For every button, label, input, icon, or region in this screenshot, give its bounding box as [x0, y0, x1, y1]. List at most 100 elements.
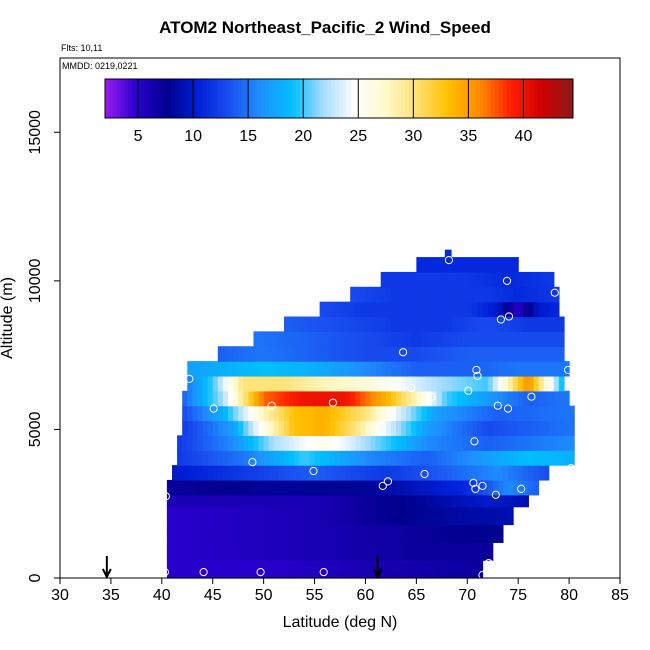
heatmap-cell: [449, 249, 452, 258]
heatmap-cell: [253, 375, 260, 392]
heatmap-cell: [278, 450, 285, 466]
heatmap-cell: [406, 542, 412, 561]
heatmap-cell: [487, 479, 494, 496]
observation-point: [550, 288, 559, 297]
heatmap-cell: [187, 435, 193, 451]
heatmap-cell: [406, 301, 412, 318]
heatmap-cell: [513, 301, 519, 318]
heatmap-cell: [441, 390, 448, 407]
heatmap-cell: [487, 375, 494, 392]
heatmap-cell: [508, 506, 514, 526]
heatmap-cell: [396, 560, 402, 579]
heatmap-cell: [329, 465, 336, 481]
colorbar-segment: [358, 79, 363, 118]
heatmap-cell: [446, 479, 453, 496]
heatmap-cell: [441, 506, 448, 526]
heatmap-cell: [268, 542, 275, 561]
colorbar-segment: [144, 79, 149, 118]
observation-point: [484, 559, 493, 568]
colorbar-tick-label: 40: [515, 128, 533, 145]
colorbar-segment: [194, 79, 200, 118]
colorbar-segment: [175, 79, 180, 118]
heatmap-cell: [462, 331, 468, 347]
heatmap-cell: [207, 405, 214, 422]
heatmap-cell: [207, 506, 214, 526]
heatmap-cell: [492, 346, 499, 362]
heatmap-cell: [472, 506, 479, 526]
heatmap-cell: [497, 450, 504, 466]
heatmap-cell: [446, 524, 453, 543]
heatmap-cell: [518, 494, 524, 508]
observation-point: [399, 348, 408, 357]
heatmap-cell: [401, 494, 407, 508]
heatmap-cell: [278, 331, 285, 347]
heatmap-cell: [299, 524, 305, 543]
heatmap-cell: [263, 390, 270, 407]
heatmap-cell: [482, 331, 489, 347]
heatmap-cell: [482, 316, 489, 332]
heatmap-cell: [258, 361, 265, 377]
heatmap-cell: [492, 506, 499, 526]
heatmap-cell: [436, 405, 443, 422]
heatmap-cell: [324, 494, 331, 508]
heatmap-cell: [548, 271, 555, 288]
heatmap-cell: [385, 361, 392, 377]
heatmap-cell: [472, 331, 479, 347]
heatmap-cell: [299, 316, 305, 332]
heatmap-cell: [309, 390, 316, 407]
heatmap-cell: [431, 506, 438, 526]
heatmap-cell: [304, 405, 311, 422]
heatmap-cell: [421, 346, 428, 362]
heatmap-cell: [406, 361, 412, 377]
heatmap-cell: [390, 316, 397, 332]
heatmap-cell: [482, 506, 489, 526]
heatmap-cell: [477, 542, 484, 561]
heatmap-cell: [309, 494, 316, 508]
heatmap-cell: [436, 390, 443, 407]
heatmap-cell: [319, 560, 326, 579]
heatmap-cell: [217, 524, 224, 543]
colorbar-segment: [222, 79, 227, 118]
heatmap-cell: [390, 494, 397, 508]
heatmap-cell: [508, 405, 514, 422]
heatmap-cell: [390, 405, 397, 422]
heatmap-cell: [370, 286, 377, 303]
heatmap-cell: [238, 405, 244, 422]
heatmap-cell: [248, 346, 255, 362]
x-tick-label: 30: [51, 587, 69, 604]
heatmap-cell: [299, 420, 305, 436]
colorbar-segment: [428, 79, 434, 118]
heatmap-cell: [263, 560, 270, 579]
heatmap-cell: [350, 316, 356, 332]
colorbar-segment: [362, 79, 367, 118]
heatmap-cell: [309, 506, 316, 526]
colorbar-segment: [253, 79, 258, 118]
heatmap-cell: [365, 420, 372, 436]
observation-point: [527, 392, 536, 401]
heatmap-cell: [411, 301, 417, 318]
heatmap-cell: [533, 450, 540, 466]
colorbar-segment: [147, 79, 153, 118]
heatmap-cell: [222, 494, 229, 508]
heatmap-cell: [268, 435, 275, 451]
heatmap-cell: [228, 435, 234, 451]
observation-point: [478, 481, 487, 490]
colorbar-segment: [549, 79, 554, 118]
heatmap-cell: [538, 361, 545, 377]
heatmap-cell: [263, 479, 270, 496]
heatmap-cell: [467, 257, 473, 273]
heatmap-cell: [467, 301, 473, 318]
heatmap-cell: [401, 316, 407, 332]
heatmap-cell: [365, 494, 372, 508]
heatmap-cell: [416, 286, 423, 303]
heatmap-cell: [192, 494, 199, 508]
heatmap-cell: [436, 465, 443, 481]
heatmap-cell: [370, 405, 377, 422]
heatmap-cell: [289, 420, 295, 436]
heatmap-cell: [202, 435, 209, 451]
heatmap-cell: [202, 361, 209, 377]
heatmap-cell: [431, 435, 438, 451]
heatmap-cell: [436, 560, 443, 579]
heatmap-cell: [202, 405, 209, 422]
heatmap-cell: [472, 450, 479, 466]
